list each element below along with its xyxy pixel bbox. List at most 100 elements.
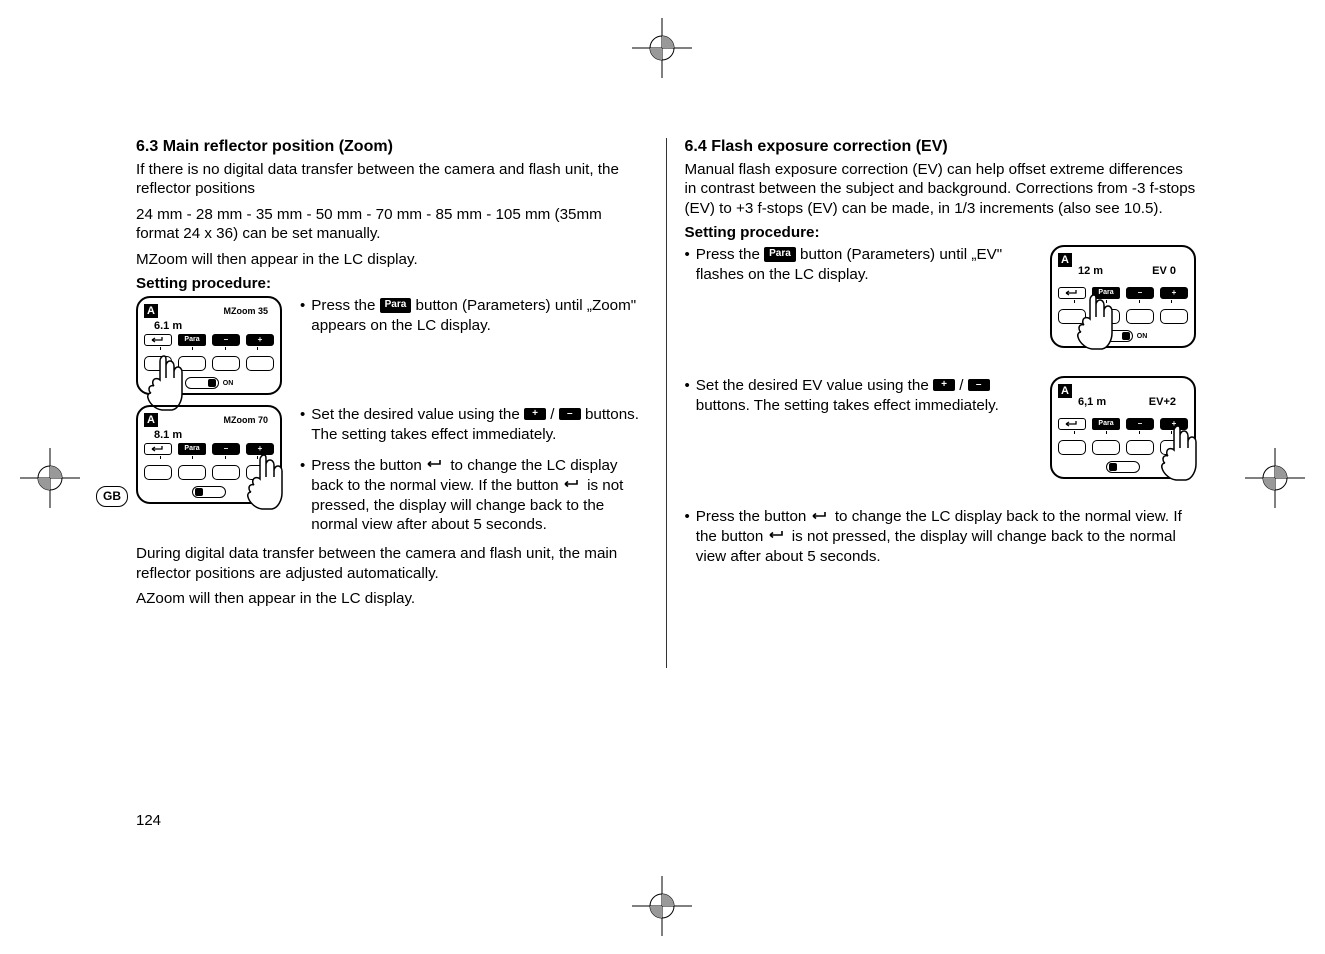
left-figure-2: A MZoom 70 8.1 m Para – + xyxy=(136,405,282,504)
left-tail-1: During digital data transfer between the… xyxy=(136,544,648,583)
power-switch[interactable] xyxy=(185,377,219,389)
return-inline-icon xyxy=(563,475,583,494)
minus-inline-icon: – xyxy=(559,408,581,420)
right-setting-procedure-label: Setting procedure: xyxy=(685,224,1197,241)
return-button[interactable] xyxy=(144,443,172,455)
crop-mark-right xyxy=(1245,448,1305,508)
right-row-1: • Press the Para button (Parameters) unt… xyxy=(685,245,1197,348)
blank-button[interactable] xyxy=(1126,309,1154,324)
right-column: 6.4 Flash exposure correction (EV) Manua… xyxy=(685,138,1197,818)
para-inline-icon: Para xyxy=(764,247,796,262)
distance-readout: 8.1 m xyxy=(154,429,182,441)
on-label: ON xyxy=(223,380,234,387)
text: buttons. The setting takes effect immedi… xyxy=(696,397,999,414)
text: / xyxy=(955,377,968,394)
language-badge: GB xyxy=(96,486,128,507)
return-inline-icon xyxy=(768,526,788,545)
text: Press the button xyxy=(696,508,811,525)
blank-button[interactable] xyxy=(212,465,240,480)
plus-button[interactable]: + xyxy=(1160,418,1188,430)
para-button[interactable]: Para xyxy=(178,334,206,346)
blank-button[interactable] xyxy=(1092,440,1120,455)
para-button[interactable]: Para xyxy=(1092,418,1120,430)
plus-button[interactable]: + xyxy=(246,334,274,346)
return-inline-icon xyxy=(811,507,831,526)
minus-button[interactable]: – xyxy=(212,334,240,346)
left-intro-3: MZoom will then appear in the LC display… xyxy=(136,250,648,269)
left-bullet-3: • Press the button to change the LC disp… xyxy=(300,456,648,534)
distance-readout: 12 m xyxy=(1078,265,1103,277)
on-label: ON xyxy=(1137,333,1148,340)
plus-inline-icon: + xyxy=(524,408,546,420)
left-column: 6.3 Main reflector position (Zoom) If th… xyxy=(136,138,648,818)
crop-mark-left xyxy=(20,448,80,508)
return-button[interactable] xyxy=(1058,287,1086,299)
right-figure-1: A 12 m EV 0 Para – + xyxy=(1050,245,1196,348)
para-button[interactable]: Para xyxy=(1092,287,1120,299)
blank-button[interactable] xyxy=(1058,440,1086,455)
blank-button[interactable] xyxy=(1058,309,1086,324)
left-setting-procedure-label: Setting procedure: xyxy=(136,275,648,292)
blank-button[interactable] xyxy=(1126,440,1154,455)
content-area: 6.3 Main reflector position (Zoom) If th… xyxy=(136,138,1196,818)
right-bullet-2: • Set the desired EV value using the + /… xyxy=(685,376,1033,415)
blank-button[interactable] xyxy=(212,356,240,371)
power-switch[interactable] xyxy=(1099,330,1133,342)
blank-button[interactable] xyxy=(178,465,206,480)
distance-readout: 6,1 m xyxy=(1078,396,1106,408)
plus-button[interactable]: + xyxy=(246,443,274,455)
left-intro-2: 24 mm - 28 mm - 35 mm - 50 mm - 70 mm - … xyxy=(136,205,648,244)
text: Press the xyxy=(696,246,764,263)
left-bullet-2: • Set the desired value using the + / – … xyxy=(300,405,648,444)
para-button[interactable]: Para xyxy=(178,443,206,455)
blank-button[interactable] xyxy=(1160,440,1188,455)
power-switch[interactable] xyxy=(1106,461,1140,473)
right-heading: 6.4 Flash exposure correction (EV) xyxy=(685,138,1197,156)
left-tail-2: AZoom will then appear in the LC display… xyxy=(136,589,648,608)
blank-button[interactable] xyxy=(1160,309,1188,324)
para-inline-icon: Para xyxy=(380,298,412,313)
return-inline-icon xyxy=(426,455,446,474)
text: Set the desired EV value using the xyxy=(696,377,933,394)
text: Press the button xyxy=(311,457,426,474)
blank-button[interactable] xyxy=(144,465,172,480)
left-row-1: A MZoom 35 6.1 m Para – + xyxy=(136,296,648,395)
left-figure-1: A MZoom 35 6.1 m Para – + xyxy=(136,296,282,395)
minus-button[interactable]: – xyxy=(1126,287,1154,299)
column-divider xyxy=(666,138,667,668)
return-button[interactable] xyxy=(1058,418,1086,430)
plus-inline-icon: + xyxy=(933,379,955,391)
left-intro-1: If there is no digital data transfer bet… xyxy=(136,160,648,199)
blank-button[interactable] xyxy=(1092,309,1120,324)
right-row-2: • Set the desired EV value using the + /… xyxy=(685,376,1197,479)
minus-button[interactable]: – xyxy=(1126,418,1154,430)
text: / xyxy=(546,406,559,423)
right-intro-1: Manual flash exposure correction (EV) ca… xyxy=(685,160,1197,218)
blank-button[interactable] xyxy=(246,356,274,371)
right-bullet-3: • Press the button to change the LC disp… xyxy=(685,507,1197,566)
zoom-readout: MZoom 35 xyxy=(223,306,268,316)
left-bullet-1: • Press the Para button (Parameters) unt… xyxy=(300,296,648,335)
blank-button[interactable] xyxy=(144,356,172,371)
blank-button[interactable] xyxy=(178,356,206,371)
ev-readout: EV 0 xyxy=(1152,265,1176,277)
right-figure-2: A 6,1 m EV+2 Para – + xyxy=(1050,376,1196,479)
blank-button[interactable] xyxy=(246,465,274,480)
plus-button[interactable]: + xyxy=(1160,287,1188,299)
finger-icon xyxy=(242,453,286,511)
crop-mark-bottom xyxy=(632,876,692,936)
crop-mark-top xyxy=(632,18,692,78)
page: GB 124 6.3 Main reflector position (Zoom… xyxy=(0,0,1325,954)
left-row-2: A MZoom 70 8.1 m Para – + xyxy=(136,405,648,534)
zoom-readout: MZoom 70 xyxy=(223,415,268,425)
text: Set the desired value using the xyxy=(311,406,524,423)
distance-readout: 6.1 m xyxy=(154,320,182,332)
power-switch[interactable] xyxy=(192,486,226,498)
ev-readout: EV+2 xyxy=(1149,396,1176,408)
return-button[interactable] xyxy=(144,334,172,346)
minus-button[interactable]: – xyxy=(212,443,240,455)
right-bullet-1: • Press the Para button (Parameters) unt… xyxy=(685,245,1033,284)
minus-inline-icon: – xyxy=(968,379,990,391)
left-heading: 6.3 Main reflector position (Zoom) xyxy=(136,138,648,156)
text: Press the xyxy=(311,297,379,314)
